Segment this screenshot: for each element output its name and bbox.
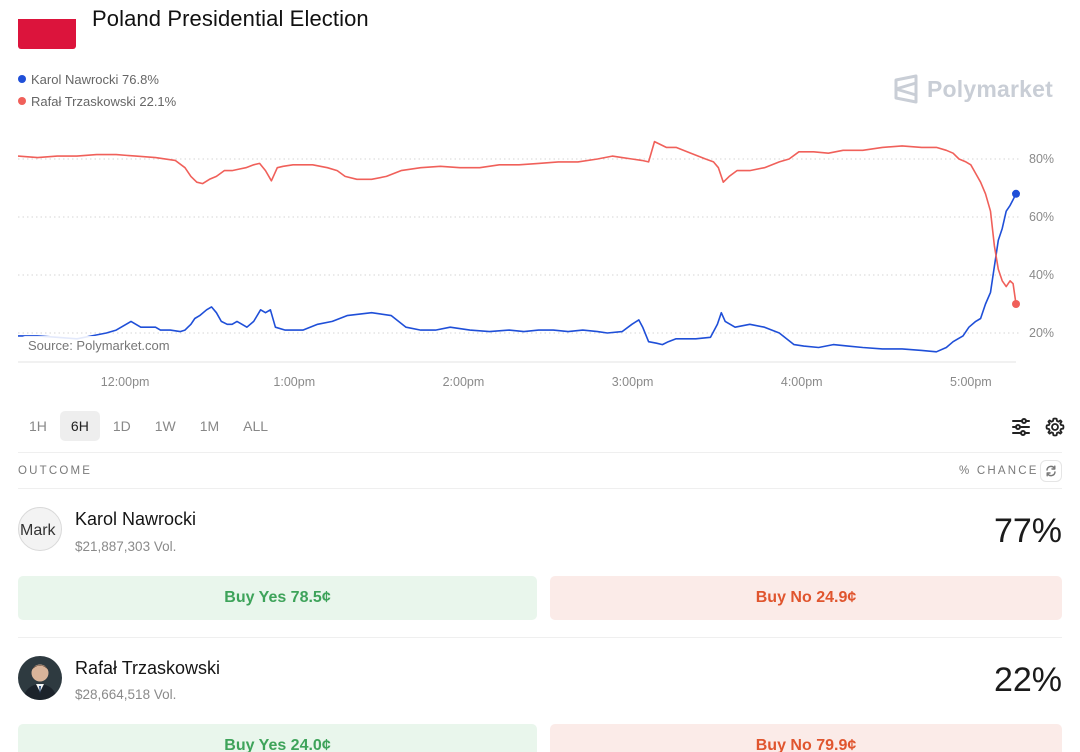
chart-tools (1000, 414, 1068, 440)
outcome-volume: $28,664,518 Vol. (75, 687, 177, 702)
divider (18, 452, 1062, 453)
divider (18, 488, 1062, 489)
series-endpoint-trzaskowski (1012, 300, 1020, 308)
poland-flag-icon (18, 3, 76, 49)
source-label: Source: Polymarket.com (22, 336, 176, 355)
time-range-selector: 1H 6H 1D 1W 1M ALL (18, 411, 281, 441)
x-tick-label: 2:00pm (443, 375, 485, 389)
legend-dot-icon (18, 75, 26, 83)
time-button-1h[interactable]: 1H (29, 418, 47, 434)
x-tick-label: 1:00pm (273, 375, 315, 389)
divider (18, 637, 1062, 638)
polymarket-watermark: Polymarket (893, 74, 1053, 104)
legend-label: Rafał Trzaskowski 22.1% (31, 93, 177, 109)
chart-legend: Karol Nawrocki 76.8% Rafał Trzaskowski 2… (18, 68, 176, 112)
x-tick-label: 12:00pm (101, 375, 150, 389)
series-line-nawrocki (18, 193, 1017, 353)
x-tick-label: 5:00pm (950, 375, 992, 389)
y-tick-label: 40% (1029, 268, 1054, 282)
time-button-1m[interactable]: 1M (199, 418, 220, 434)
y-tick-label: 20% (1029, 326, 1054, 340)
avatar: Mark (18, 507, 62, 551)
outcome-column-header: OUTCOME (18, 465, 93, 477)
y-tick-label: 80% (1029, 152, 1054, 166)
outcome-chance: 77% (993, 512, 1062, 550)
x-tick-label: 3:00pm (612, 375, 654, 389)
series-endpoint-nawrocki (1012, 189, 1020, 198)
buy-yes-button[interactable]: Buy Yes 24.0¢ (18, 724, 537, 752)
chance-column-header: % CHANCE (959, 465, 1039, 477)
outcome-name[interactable]: Rafał Trzaskowski (75, 658, 221, 678)
avatar-alt-text: Mark (20, 522, 56, 539)
time-button-all[interactable]: ALL (243, 418, 269, 434)
legend-item-trzaskowski: Rafał Trzaskowski 22.1% (18, 90, 176, 112)
filter-sliders-icon[interactable] (1008, 414, 1034, 440)
x-tick-label: 4:00pm (781, 375, 823, 389)
market-header: Poland Presidential Election (0, 0, 1080, 60)
buy-no-button[interactable]: Buy No 24.9¢ (550, 576, 1062, 620)
polymarket-logo-icon (894, 74, 918, 104)
time-button-1d[interactable]: 1D (112, 418, 131, 434)
series-line-trzaskowski (17, 140, 1017, 305)
time-button-6h[interactable]: 6H (59, 411, 100, 441)
legend-label: Karol Nawrocki 76.8% (31, 71, 159, 87)
y-tick-label: 60% (1029, 210, 1054, 224)
market-title: Poland Presidential Election (92, 6, 369, 31)
outcome-name[interactable]: Karol Nawrocki (75, 509, 197, 529)
legend-dot-icon (18, 97, 26, 105)
buy-yes-button[interactable]: Buy Yes 78.5¢ (18, 576, 537, 620)
legend-item-nawrocki: Karol Nawrocki 76.8% (18, 68, 176, 90)
outcome-volume: $21,887,303 Vol. (75, 539, 177, 554)
brand-name: Polymarket (927, 75, 1054, 102)
outcome-chance: 22% (993, 661, 1062, 699)
refresh-icon[interactable] (1040, 460, 1062, 482)
buy-no-button[interactable]: Buy No 79.9¢ (550, 724, 1062, 752)
time-button-1w[interactable]: 1W (154, 418, 176, 434)
settings-gear-icon[interactable] (1042, 414, 1068, 440)
avatar (18, 656, 62, 700)
price-chart[interactable]: 80% 60% 40% 20% 12:00pm 1:00pm 2:00pm 3:00pm 4:0… (0, 120, 1080, 400)
